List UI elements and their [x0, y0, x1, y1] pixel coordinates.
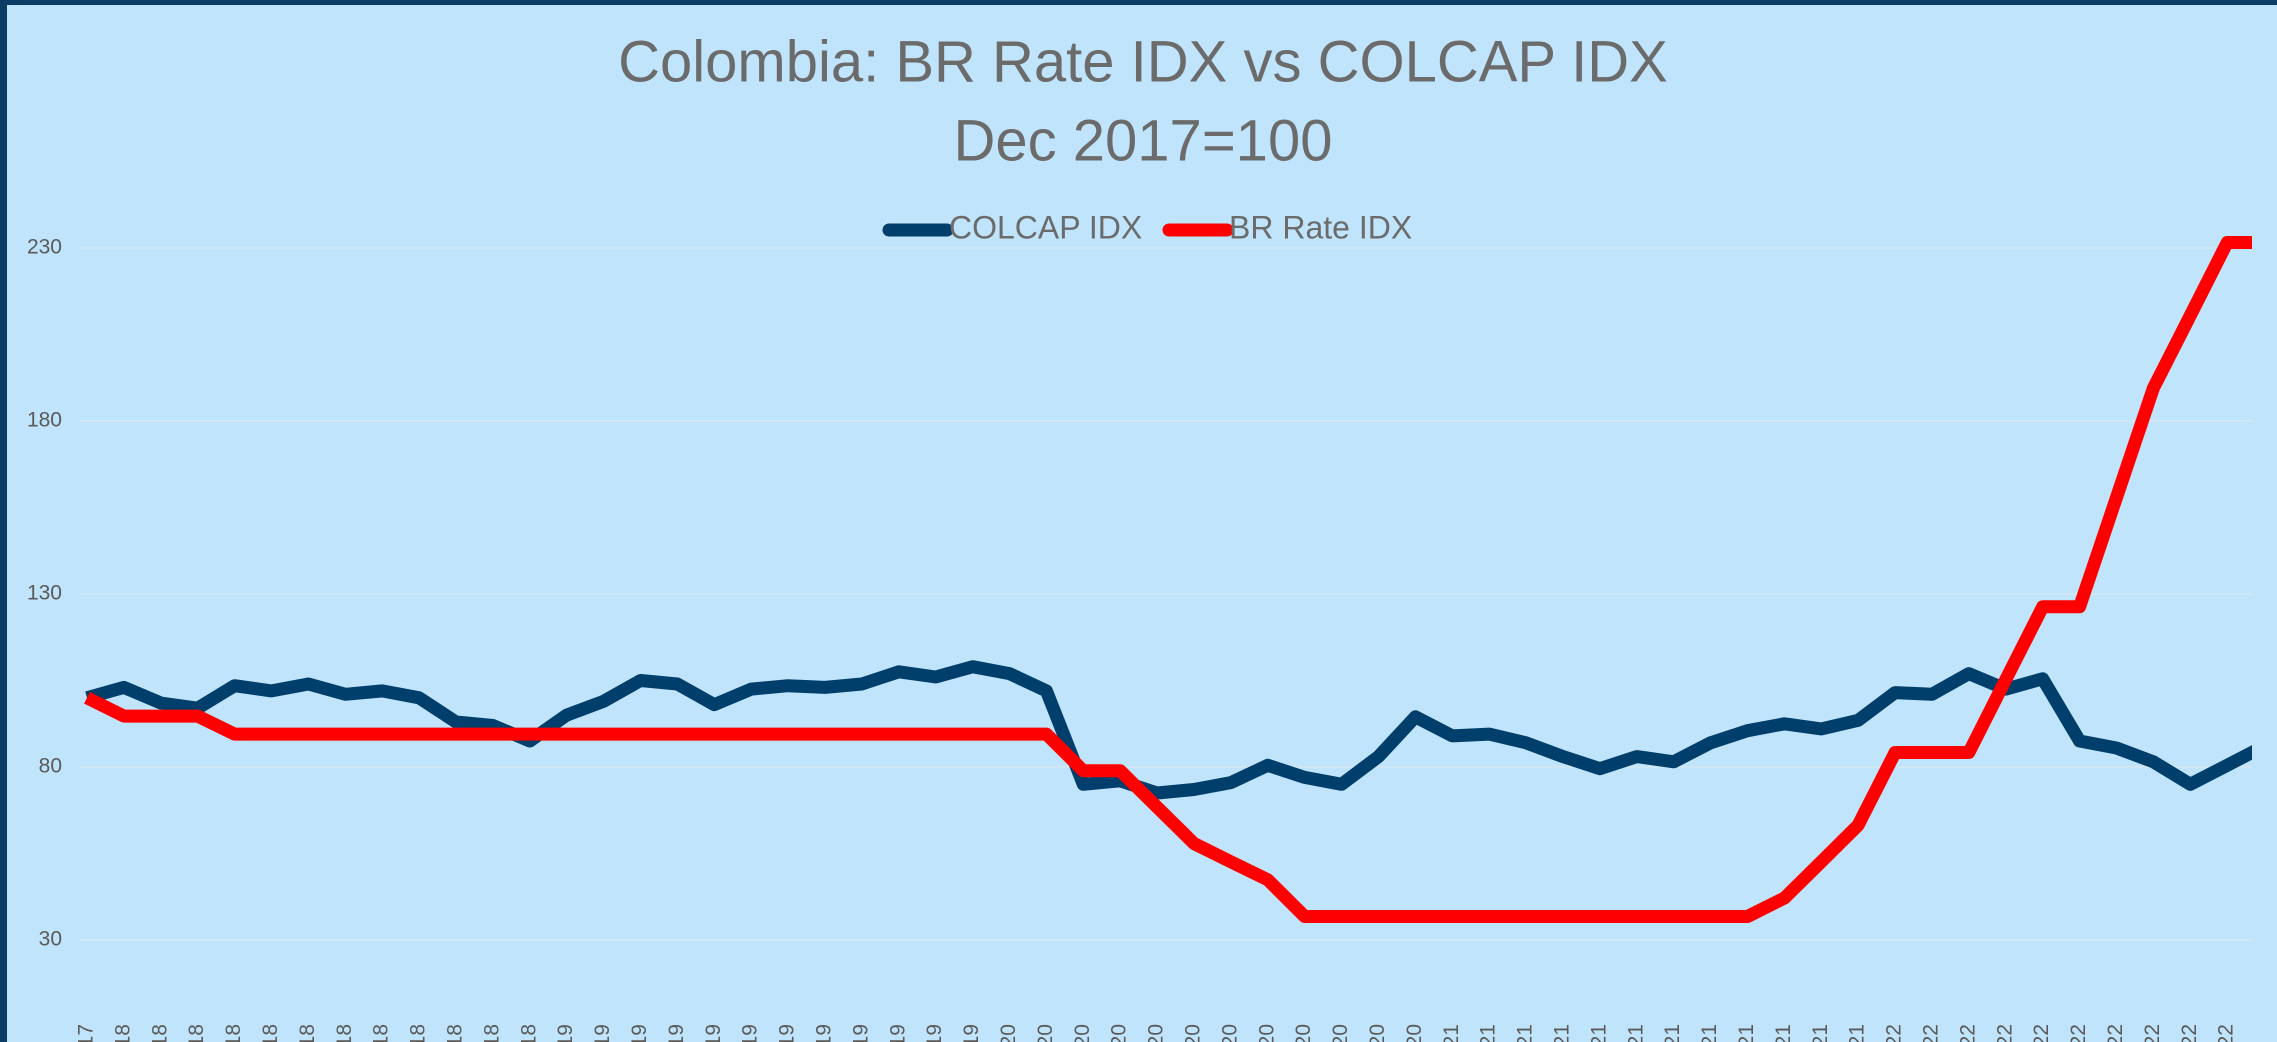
x-tick-label: Aug-21 — [1698, 1024, 1721, 1042]
x-tick-label: Sep-20 — [1292, 1024, 1315, 1042]
x-tick-label: May-19 — [702, 1024, 725, 1042]
x-tick-label: May-21 — [1587, 1024, 1610, 1042]
y-tick-label: 30 — [39, 928, 62, 951]
x-tick-label: Aug-18 — [370, 1024, 393, 1042]
x-tick-label: Oct-19 — [886, 1024, 909, 1042]
y-tick-label: 130 — [27, 582, 62, 605]
x-tick-label: Apr-20 — [1108, 1024, 1131, 1042]
x-tick-label: Sep-19 — [849, 1024, 872, 1042]
x-tick-label: Mar-19 — [628, 1024, 651, 1042]
x-tick-label: Jan-19 — [554, 1024, 577, 1042]
x-tick-label: Jan-22 — [1883, 1024, 1906, 1042]
series-line — [84, 236, 2252, 923]
x-tick-label: May-18 — [259, 1024, 282, 1042]
x-tick-label: Sep-18 — [407, 1024, 430, 1042]
grid: 30 80 130 180 230 — [27, 236, 2252, 951]
legend-label: COLCAP IDX — [949, 209, 1142, 245]
x-tick-label: Dec-21 — [1846, 1024, 1869, 1042]
x-tick-label: Dec-17 — [75, 1024, 98, 1042]
x-tick-label: Jun-22 — [2067, 1024, 2090, 1042]
y-tick-label: 80 — [39, 755, 62, 778]
chart-subtitle: Dec 2017=100 — [954, 108, 1333, 173]
x-tick-label: Jun-20 — [1182, 1024, 1205, 1042]
legend-label: BR Rate IDX — [1229, 209, 1412, 245]
x-tick-label: Sep-21 — [1735, 1024, 1758, 1042]
x-tick-label: Jun-18 — [296, 1024, 319, 1042]
chart-title: Colombia: BR Rate IDX vs COLCAP IDX — [618, 29, 1668, 94]
legend: COLCAP IDX BR Rate IDX — [882, 209, 1412, 245]
x-tick-label: Apr-19 — [665, 1024, 688, 1042]
x-tick-label: Jul-19 — [776, 1024, 799, 1042]
x-tick-label: Nov-19 — [923, 1024, 946, 1042]
x-tick-label: Jun-19 — [739, 1024, 762, 1042]
x-tick-label: Mar-22 — [1956, 1024, 1979, 1042]
x-tick-label: Jun-21 — [1624, 1024, 1647, 1042]
x-tick-label: Oct-22 — [2215, 1024, 2238, 1042]
x-tick-label: Oct-20 — [1329, 1024, 1352, 1042]
plot-lines — [84, 236, 2252, 923]
x-tick-label: Jul-21 — [1661, 1024, 1684, 1042]
x-tick-label: Jul-22 — [2104, 1024, 2127, 1042]
x-tick-label: Apr-21 — [1551, 1024, 1574, 1042]
x-tick-label: Feb-22 — [1920, 1024, 1943, 1042]
x-tick-label: May-22 — [2030, 1024, 2053, 1042]
x-tick-label: Aug-19 — [813, 1024, 836, 1042]
x-tick-label: Jul-20 — [1218, 1024, 1241, 1042]
x-tick-label: Apr-22 — [1993, 1024, 2016, 1042]
x-tick-label: Mar-20 — [1071, 1024, 1094, 1042]
x-tick-label: Apr-18 — [222, 1024, 245, 1042]
x-tick-label: Oct-21 — [1772, 1024, 1795, 1042]
x-tick-label: Oct-18 — [444, 1024, 467, 1042]
x-tick-label: Dec-19 — [960, 1024, 983, 1042]
x-tick-label: Aug-20 — [1255, 1024, 1278, 1042]
x-tick-label: Mar-21 — [1514, 1024, 1537, 1042]
x-tick-label: Dec-18 — [517, 1024, 540, 1042]
y-tick-label: 230 — [27, 236, 62, 259]
x-tick-label: Nov-18 — [480, 1024, 503, 1042]
x-tick-label: Feb-20 — [1034, 1024, 1057, 1042]
x-tick-label: Nov-21 — [1809, 1024, 1832, 1042]
x-tick-label: Jan-21 — [1440, 1024, 1463, 1042]
series-line — [85, 660, 2252, 800]
x-tick-label: Feb-19 — [591, 1024, 614, 1042]
x-tick-label: Jul-18 — [333, 1024, 356, 1042]
x-tick-label: Jan-18 — [111, 1024, 134, 1042]
x-tick-label: Aug-22 — [2141, 1024, 2164, 1042]
x-tick-label: Jan-20 — [997, 1024, 1020, 1042]
x-tick-label: Feb-21 — [1477, 1024, 1500, 1042]
x-tick-label: Feb-18 — [148, 1024, 171, 1042]
x-tick-label: Dec-20 — [1403, 1024, 1426, 1042]
x-tick-label: May-20 — [1145, 1024, 1168, 1042]
top-border — [0, 0, 2277, 5]
x-tick-label: Mar-18 — [185, 1024, 208, 1042]
y-tick-label: 180 — [27, 409, 62, 432]
left-border — [0, 0, 7, 1042]
x-tick-label: Sep-22 — [2178, 1024, 2201, 1042]
x-axis: Dec-17 Jan-18 Feb-18 Mar-18 Apr-18 May-18 Jun-… — [75, 1024, 2238, 1042]
x-tick-label: Nov-20 — [1366, 1024, 1389, 1042]
